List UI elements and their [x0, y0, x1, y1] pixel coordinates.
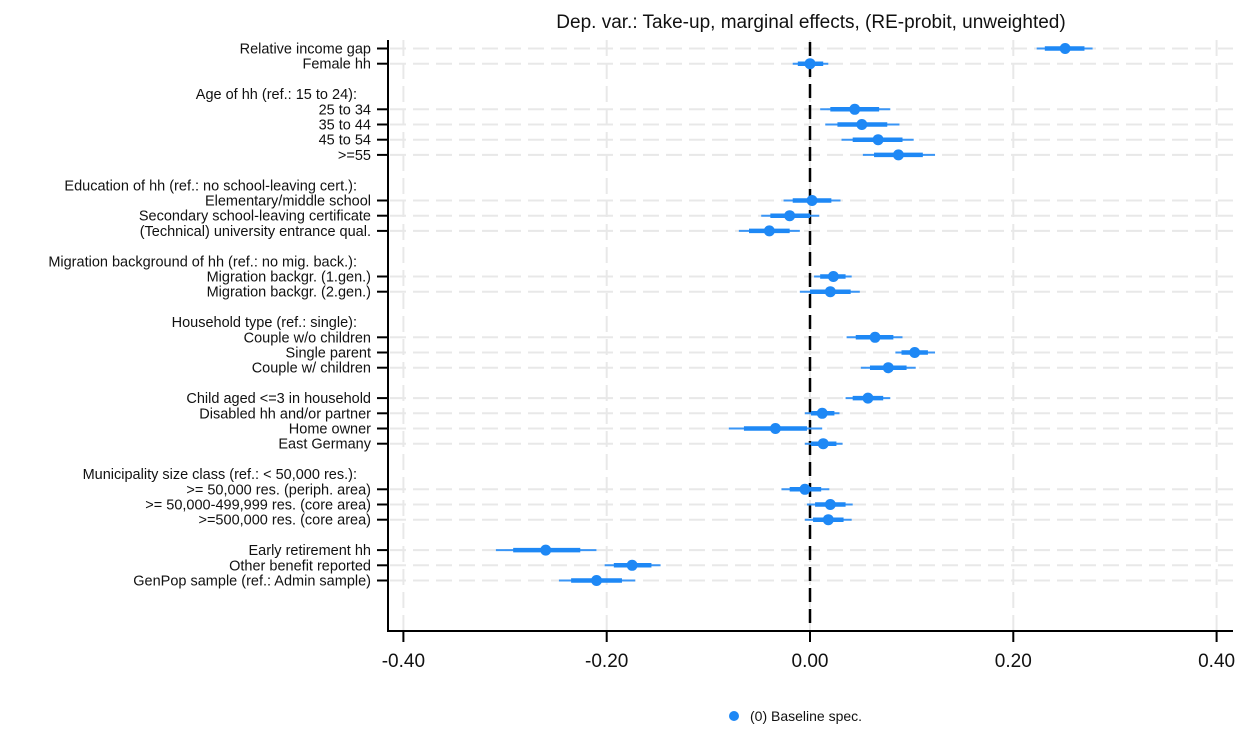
x-tick-label: 0.40 — [1198, 651, 1235, 672]
x-tick-label: -0.20 — [585, 651, 628, 672]
y-tick-label: Early retirement hh — [249, 543, 372, 559]
y-group-header: Household type (ref.: single): — [172, 315, 357, 331]
x-axis-ticks: -0.40 -0.20 0.00 0.20 0.40 — [382, 631, 1235, 672]
y-tick-label: Disabled hh and/or partner — [199, 406, 371, 422]
coefficient-point — [849, 103, 861, 115]
coefficient-point — [892, 149, 904, 161]
coefficient-point — [862, 392, 874, 404]
y-tick-label: Other benefit reported — [229, 558, 371, 574]
y-tick-label: Home owner — [289, 422, 371, 438]
coefficient-point — [816, 407, 828, 419]
coefficient-point — [872, 134, 884, 146]
y-group-header: Migration background of hh (ref.: no mig… — [48, 254, 357, 270]
coefficient-point — [540, 544, 552, 556]
coefficient-point — [856, 119, 868, 130]
y-tick-label: GenPop sample (ref.: Admin sample) — [133, 574, 371, 590]
axes — [377, 40, 1233, 632]
y-tick-label: 35 to 44 — [319, 118, 371, 134]
coefficient-point — [763, 225, 775, 237]
y-tick-label: Elementary/middle school — [205, 194, 371, 210]
y-tick-label: East Germany — [278, 437, 371, 453]
gridlines — [390, 40, 1233, 631]
y-tick-label: >= 50,000 res. (periph. area) — [186, 482, 371, 498]
coefficient-point — [799, 483, 811, 495]
coefficient-point — [827, 271, 839, 282]
y-group-header: Municipality size class (ref.: < 50,000 … — [83, 467, 357, 483]
y-tick-label: Single parent — [286, 346, 371, 362]
y-group-header: Education of hh (ref.: no school-leaving… — [64, 178, 357, 194]
coefficient-point — [591, 575, 603, 586]
coefficient-point — [869, 331, 881, 343]
x-tick-label: -0.40 — [382, 651, 425, 672]
y-tick-label: Secondary school-leaving certificate — [139, 209, 371, 225]
coefficient-point — [909, 347, 921, 358]
y-tick-label: >= 50,000-499,999 res. (core area) — [145, 498, 371, 514]
y-tick-label: (Technical) university entrance qual. — [140, 224, 371, 240]
y-group-header: Age of hh (ref.: 15 to 24): — [196, 87, 357, 103]
x-tick-label: 0.00 — [792, 651, 829, 672]
coefficient-point — [824, 499, 836, 510]
legend-marker-baseline — [729, 711, 739, 721]
coefficient-point — [1059, 43, 1071, 54]
coefficient-point — [806, 195, 818, 206]
y-tick-label: >=500,000 res. (core area) — [199, 513, 372, 529]
coefficient-point — [626, 559, 638, 571]
y-tick-label: 25 to 34 — [319, 102, 371, 118]
y-tick-label: >=55 — [338, 148, 371, 164]
legend-label-baseline: (0) Baseline spec. — [750, 708, 862, 724]
chart-title: Dep. var.: Take-up, marginal effects, (R… — [556, 12, 1065, 33]
y-tick-label: Couple w/ children — [252, 361, 371, 377]
y-tick-label: Migration backgr. (1.gen.) — [207, 270, 371, 286]
coefficient-point — [882, 362, 894, 374]
coefficient-point — [804, 58, 816, 70]
legend: (0) Baseline spec. — [729, 708, 862, 724]
coefficient-point — [817, 438, 829, 450]
coefficient-point — [784, 210, 796, 222]
y-tick-label: Female hh — [302, 57, 371, 73]
x-tick-label: 0.20 — [995, 651, 1032, 672]
coefficient-point — [824, 286, 836, 298]
y-tick-label: Relative income gap — [240, 42, 371, 58]
coefficient-point — [769, 423, 781, 434]
y-tick-label: Couple w/o children — [244, 330, 371, 346]
coefficient-point — [822, 514, 834, 526]
y-tick-label: Migration backgr. (2.gen.) — [207, 285, 371, 301]
coefficient-marks — [495, 43, 1093, 586]
y-tick-label: 45 to 54 — [319, 133, 371, 149]
y-tick-label: Child aged <=3 in household — [186, 391, 371, 407]
